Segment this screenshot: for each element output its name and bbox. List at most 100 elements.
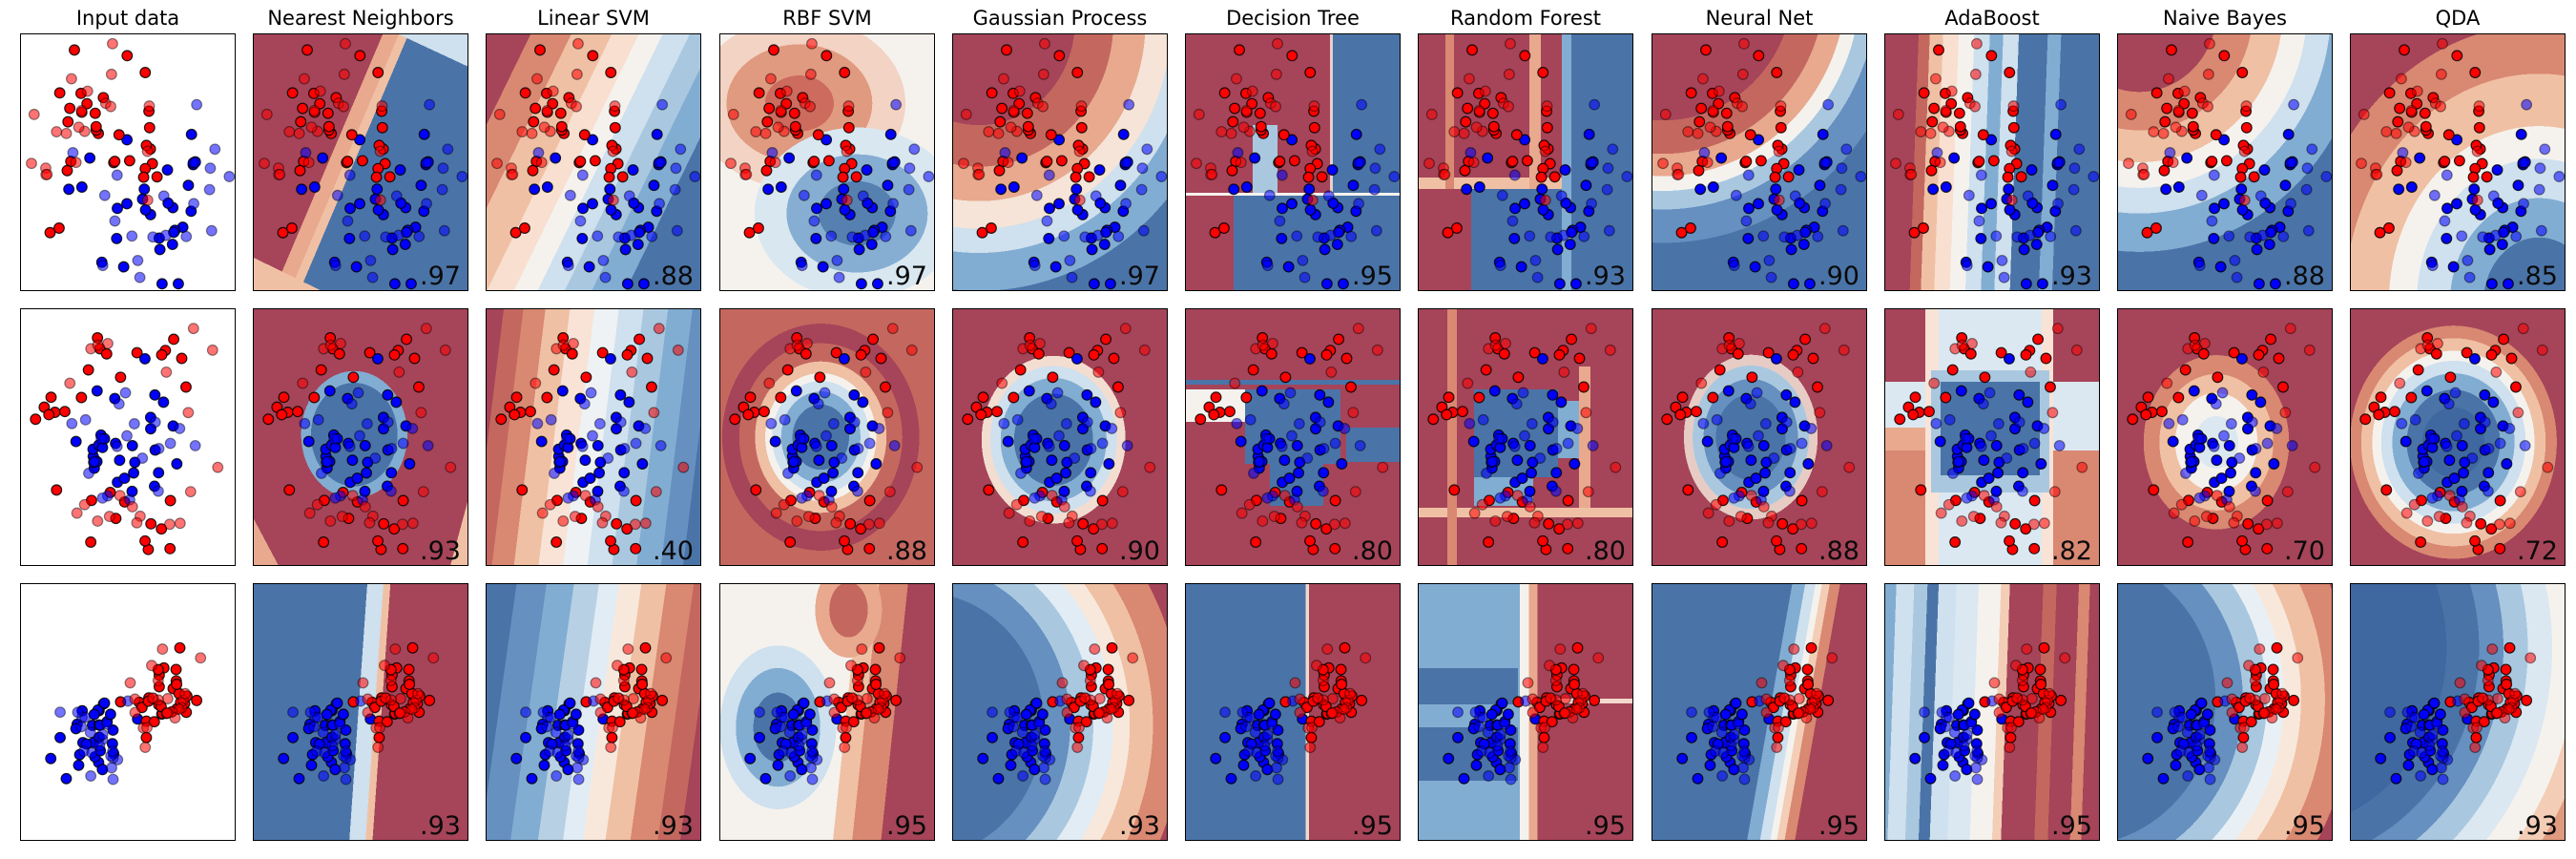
accuracy-score: .93 <box>1119 811 1160 841</box>
panel-row1-random-forest: .93 <box>1418 33 1633 291</box>
panel-row1-qda: .85 <box>2350 33 2566 291</box>
scatter-points <box>1191 37 1400 290</box>
panel-row3-naive-bayes: .95 <box>2117 583 2333 841</box>
scatter-points <box>725 37 934 290</box>
scatter-points <box>510 641 673 786</box>
panel-row2-adaboost: .82 <box>1884 308 2100 566</box>
panel-row3-random-forest: .95 <box>1418 583 1633 841</box>
scatter-points <box>2375 641 2537 786</box>
panel-row2-random-forest: .80 <box>1418 308 1633 566</box>
column-title-decision-tree: Decision Tree <box>1226 7 1360 30</box>
column-title-input-data: Input data <box>75 7 180 30</box>
scatter-points <box>2359 323 2554 555</box>
accuracy-score: .88 <box>886 536 927 566</box>
scatter-points <box>1210 641 1372 786</box>
scatter-points <box>1423 37 1632 290</box>
panel-row2-rbf-svm: .88 <box>719 308 935 566</box>
accuracy-score: .97 <box>420 262 461 291</box>
accuracy-score: .88 <box>1818 536 1859 566</box>
scatter-points <box>1443 641 1605 786</box>
scatter-points <box>491 37 700 290</box>
accuracy-score: .95 <box>1352 811 1393 841</box>
scatter-points <box>2123 37 2332 290</box>
accuracy-score: .93 <box>420 536 461 566</box>
scatter-points <box>977 641 1139 786</box>
accuracy-score: .93 <box>1585 262 1626 291</box>
accuracy-score: .80 <box>1352 536 1393 566</box>
scatter-points <box>45 641 207 786</box>
accuracy-score: .82 <box>2051 536 2092 566</box>
accuracy-score: .80 <box>1585 536 1626 566</box>
panel-row2-nearest-neighbors: .93 <box>253 308 468 566</box>
accuracy-score: .95 <box>2051 811 2092 841</box>
scatter-points <box>1890 37 2099 290</box>
column-title-rbf-svm: RBF SVM <box>782 7 872 30</box>
scatter-points <box>26 37 235 290</box>
panel-row3-adaboost: .95 <box>1884 583 2100 841</box>
panel-row3-nearest-neighbors: .93 <box>253 583 468 841</box>
panel-row1-naive-bayes: .88 <box>2117 33 2333 291</box>
scatter-points <box>1427 323 1622 555</box>
scatter-points <box>2356 37 2565 290</box>
column-title-gaussian-process: Gaussian Process <box>972 7 1148 30</box>
accuracy-score: .90 <box>1119 536 1160 566</box>
column-title-nearest-neighbors: Nearest Neighbors <box>267 7 454 30</box>
panel-row1-gaussian-process: .97 <box>952 33 1168 291</box>
accuracy-score: .88 <box>653 262 694 291</box>
column-title-qda: QDA <box>2435 7 2481 30</box>
scatter-points <box>278 641 440 786</box>
scatter-points <box>30 323 224 555</box>
scatter-points <box>495 323 690 555</box>
accuracy-score: .40 <box>653 536 694 566</box>
column-title-random-forest: Random Forest <box>1449 7 1602 30</box>
column-title-linear-svm: Linear SVM <box>537 7 650 30</box>
accuracy-score: .88 <box>2284 262 2325 291</box>
accuracy-score: .93 <box>2517 811 2558 841</box>
panel-row2-linear-svm: .40 <box>486 308 701 566</box>
scatter-points <box>1909 641 2071 786</box>
accuracy-score: .72 <box>2517 536 2558 566</box>
panel-row3-qda: .93 <box>2350 583 2566 841</box>
accuracy-score: .95 <box>2284 811 2325 841</box>
accuracy-score: .90 <box>1818 262 1859 291</box>
panel-row3-neural-net: .95 <box>1652 583 1867 841</box>
scatter-points <box>259 37 467 290</box>
scatter-points <box>1661 323 1856 555</box>
panel-row1-rbf-svm: .97 <box>719 33 935 291</box>
accuracy-score: .95 <box>1585 811 1626 841</box>
column-title-naive-bayes: Naive Bayes <box>2163 7 2287 30</box>
scatter-points <box>1894 323 2088 555</box>
scatter-points <box>1676 641 1839 786</box>
scatter-points <box>1195 323 1389 555</box>
scatter-points <box>262 323 457 555</box>
accuracy-score: .93 <box>2051 262 2092 291</box>
scatter-points <box>2127 323 2321 555</box>
column-title-adaboost: AdaBoost <box>1944 7 2040 30</box>
panel-row1-linear-svm: .88 <box>486 33 701 291</box>
panel-row3-decision-tree: .95 <box>1185 583 1401 841</box>
panel-row2-gaussian-process: .90 <box>952 308 1168 566</box>
panel-row2-naive-bayes: .70 <box>2117 308 2333 566</box>
accuracy-score: .95 <box>1352 262 1393 291</box>
panel-row1-nearest-neighbors: .97 <box>253 33 468 291</box>
scatter-points <box>2142 641 2304 786</box>
accuracy-score: .97 <box>1119 262 1160 291</box>
panel-row2-input-data <box>20 308 236 566</box>
panel-row1-adaboost: .93 <box>1884 33 2100 291</box>
scatter-points <box>729 323 924 555</box>
panel-row2-qda: .72 <box>2350 308 2566 566</box>
accuracy-score: .93 <box>653 811 694 841</box>
accuracy-score: .95 <box>1818 811 1859 841</box>
panel-row3-input-data <box>20 583 236 841</box>
column-title-neural-net: Neural Net <box>1705 7 1814 30</box>
scatter-points <box>962 323 1156 555</box>
accuracy-score: .93 <box>420 811 461 841</box>
panel-row1-decision-tree: .95 <box>1185 33 1401 291</box>
panel-row2-decision-tree: .80 <box>1185 308 1401 566</box>
scatter-points <box>1657 37 1866 290</box>
accuracy-score: .70 <box>2284 536 2325 566</box>
panel-row2-neural-net: .88 <box>1652 308 1867 566</box>
accuracy-score: .97 <box>886 262 927 291</box>
accuracy-score: .95 <box>886 811 927 841</box>
